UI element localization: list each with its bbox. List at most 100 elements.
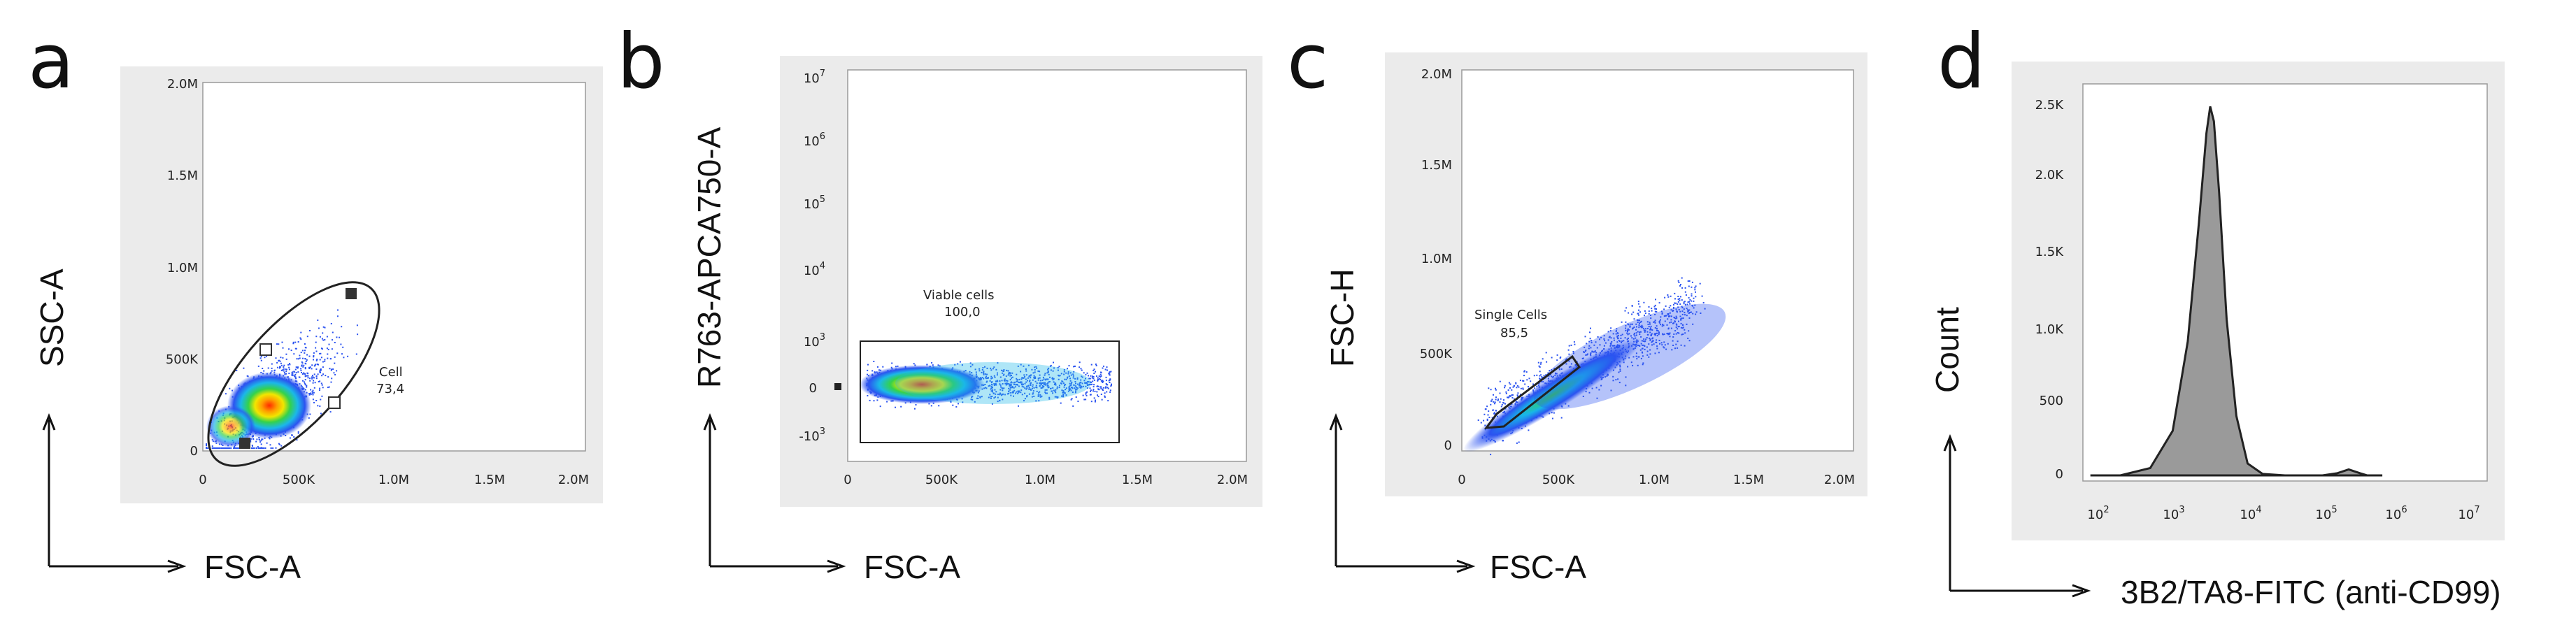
- event-dot: [1649, 353, 1651, 355]
- event-dot: [1090, 390, 1091, 392]
- event-dot: [1687, 338, 1689, 339]
- event-dot: [1673, 333, 1675, 335]
- event-dot: [206, 446, 207, 448]
- event-dot: [871, 370, 874, 372]
- gate-handle[interactable]: [328, 396, 341, 409]
- panel-d-histogram-area: [2090, 106, 2383, 477]
- event-dot: [1020, 382, 1022, 384]
- event-dot: [1038, 392, 1040, 394]
- gate-handle[interactable]: [346, 288, 357, 299]
- event-dot: [285, 373, 287, 375]
- event-dot: [1641, 340, 1643, 342]
- event-dot: [282, 347, 284, 349]
- event-dot: [1036, 390, 1038, 392]
- event-dot: [1093, 397, 1095, 399]
- event-dot: [1515, 382, 1517, 384]
- event-dot: [1623, 340, 1625, 342]
- event-dot: [235, 447, 237, 449]
- event-dot: [1668, 306, 1670, 308]
- event-dot: [285, 358, 287, 360]
- event-dot: [1670, 295, 1672, 297]
- event-dot: [1597, 336, 1599, 338]
- event-dot: [1013, 383, 1015, 385]
- event-dot: [1065, 394, 1067, 396]
- event-dot: [320, 357, 322, 359]
- event-dot: [1635, 334, 1637, 336]
- event-dot: [988, 385, 990, 387]
- event-dot: [282, 357, 284, 359]
- xtick-label: 103: [2163, 505, 2184, 522]
- event-dot: [1109, 378, 1111, 380]
- event-dot: [340, 343, 342, 345]
- event-dot: [1590, 347, 1592, 349]
- event-dot: [1666, 333, 1668, 335]
- panel-d-xticks: 102 103 104 105 106 107: [2087, 505, 2479, 522]
- event-dot: [1671, 349, 1673, 351]
- event-dot: [1554, 374, 1556, 376]
- event-dot: [1006, 383, 1009, 385]
- event-dot: [1688, 340, 1691, 342]
- event-dot: [1636, 326, 1637, 328]
- gate-handle[interactable]: [239, 438, 250, 449]
- event-dot: [1008, 371, 1010, 373]
- event-dot: [1074, 392, 1076, 394]
- event-dot: [1093, 384, 1095, 386]
- event-dot: [1625, 329, 1627, 331]
- panel-a: Cell 73,4 0 500K 1.0M 1.5M 2.0M 0 500K 1…: [34, 66, 603, 585]
- event-dot: [1637, 364, 1639, 366]
- event-dot: [1097, 394, 1098, 396]
- event-dot: [982, 367, 984, 368]
- event-dot: [1073, 371, 1075, 373]
- event-dot: [1690, 311, 1692, 313]
- event-dot: [1680, 318, 1682, 320]
- xtick-label: 1.0M: [378, 473, 409, 487]
- event-dot: [303, 364, 305, 366]
- event-dot: [990, 375, 992, 378]
- event-dot: [1035, 400, 1037, 402]
- event-dot: [1549, 370, 1551, 372]
- event-dot: [1638, 326, 1640, 329]
- event-dot: [1069, 380, 1072, 382]
- event-dot: [1030, 377, 1032, 379]
- event-dot: [317, 319, 319, 322]
- event-dot: [1586, 354, 1588, 356]
- event-dot: [1520, 387, 1522, 389]
- event-dot: [213, 447, 215, 449]
- event-dot: [1654, 310, 1656, 313]
- event-dot: [1694, 304, 1696, 306]
- gate-handle[interactable]: [259, 343, 272, 356]
- event-dot: [990, 367, 992, 369]
- event-dot: [1688, 317, 1691, 319]
- event-dot: [1681, 313, 1684, 315]
- event-dot: [1076, 387, 1078, 389]
- event-dot: [1588, 392, 1591, 394]
- event-dot: [882, 366, 884, 368]
- event-dot: [990, 378, 992, 380]
- event-dot: [1556, 354, 1558, 356]
- event-dot: [1024, 398, 1026, 400]
- event-dot: [1667, 333, 1670, 336]
- event-dot: [312, 394, 314, 396]
- event-dot: [1600, 385, 1602, 387]
- event-dot: [1567, 405, 1570, 407]
- event-dot: [1630, 361, 1632, 364]
- event-dot: [877, 366, 878, 368]
- event-dot: [1590, 340, 1592, 342]
- event-dot: [262, 447, 264, 449]
- event-dot: [1079, 382, 1081, 384]
- event-dot: [1688, 301, 1690, 303]
- event-dot: [1041, 395, 1043, 397]
- event-dot: [1677, 328, 1679, 330]
- event-dot: [294, 378, 297, 380]
- event-dot: [1025, 370, 1027, 372]
- event-dot: [1642, 355, 1644, 357]
- event-dot: [1495, 398, 1497, 401]
- gate-handle[interactable]: [834, 383, 841, 390]
- event-dot: [962, 401, 964, 403]
- event-dot: [913, 363, 915, 365]
- event-dot: [1003, 373, 1005, 375]
- event-dot: [304, 373, 306, 375]
- event-dot: [1688, 310, 1689, 312]
- event-dot: [1091, 377, 1093, 379]
- event-dot: [1030, 375, 1032, 377]
